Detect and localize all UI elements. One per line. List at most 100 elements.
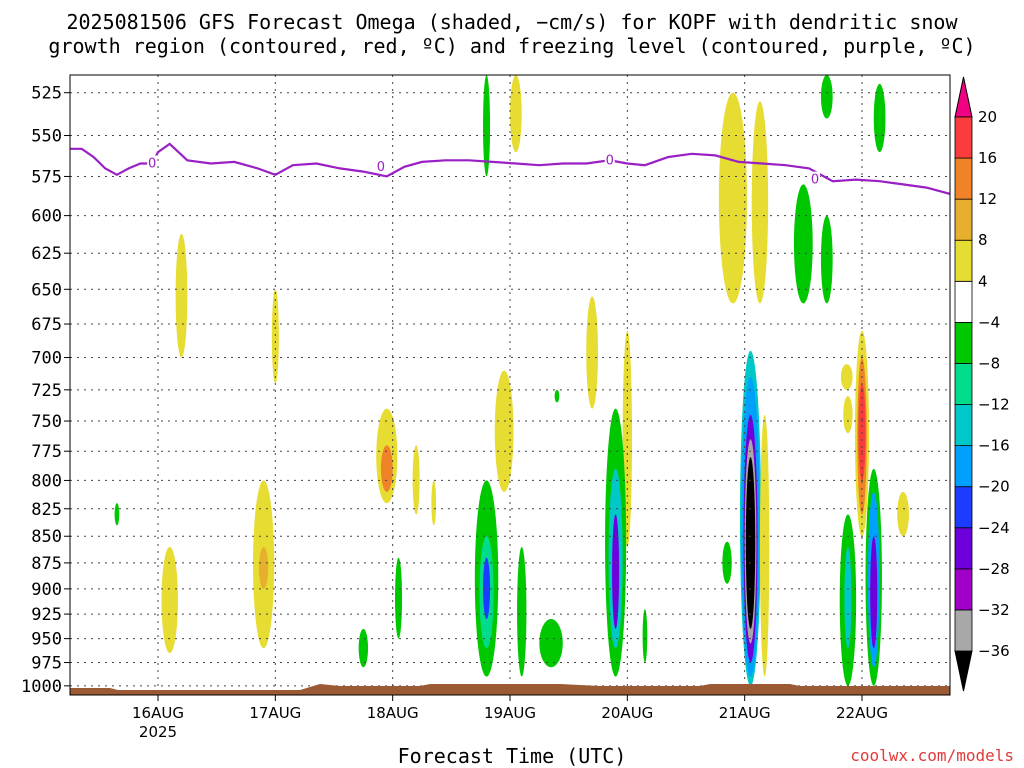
colorbar-bin-7 [954,363,973,405]
y-tick-label-675: 675 [31,315,62,335]
colorbar-label-13: −36 [978,642,1010,660]
colorbar-bin-10 [954,239,973,282]
omega-blob-25 [612,514,620,629]
colorbar-bin-8 [954,321,973,364]
omega-blob-42 [870,536,878,649]
omega-blob-39 [844,547,852,649]
colorbar-label-4: 4 [978,272,988,290]
omega-blob-50 [873,83,886,153]
y-tick-label-975: 975 [31,654,62,674]
omega-blob-47 [395,557,403,639]
omega-blob-1 [271,289,279,384]
chart-title-line-2: growth region (contoured, red, ºC) and f… [48,34,976,58]
omega-blob-0 [175,233,188,358]
colorbar-bottom-arrow [954,650,973,692]
chart-title: 2025081506 GFS Forecast Omega (shaded, −… [0,10,1024,58]
freezing-label-bg-3 [810,171,821,186]
omega-blob-37 [843,396,853,434]
omega-blob-20 [483,557,491,620]
y-tick-label-925: 925 [31,605,62,625]
colorbar-label-1: 16 [978,149,997,167]
y-tick-label-800: 800 [31,471,62,491]
x-tick-label-4: 20AUG [601,704,653,722]
omega-blob-11 [840,364,853,390]
omega-blob-21 [517,547,527,677]
y-tick-label-725: 725 [31,381,62,401]
x-tick-label-2: 18AUG [367,704,419,722]
colorbar-bin-5 [954,445,973,488]
omega-blob-14 [258,547,269,589]
omega-blob-4 [586,296,599,409]
x-axis-label: Forecast Time (UTC) [397,744,627,768]
freezing-label-bg-1 [375,158,386,173]
y-tick-label-700: 700 [31,349,62,369]
y-tick-label-625: 625 [31,244,62,264]
x-tick-label-6: 22AUG [836,704,888,722]
y-tick-label-600: 600 [31,207,62,227]
y-tick-label-775: 775 [31,442,62,462]
y-tick-label-825: 825 [31,500,62,520]
colorbar-bin-11 [954,198,973,241]
freezing-contour-label-2: 0 [606,153,614,168]
omega-blob-49 [114,503,120,526]
y-tick-label-750: 750 [31,412,62,432]
y-tick-label-575: 575 [31,167,62,187]
colorbar-label-3: 8 [978,231,988,249]
omega-blob-26 [642,609,648,663]
y-tick-label-650: 650 [31,280,62,300]
colorbar-label-12: −32 [978,601,1010,619]
y-tick-label-1000: 1000 [21,677,62,697]
omega-blob-17 [494,370,514,492]
colorbar-label-8: −16 [978,437,1010,455]
omega-blob-10 [820,75,833,119]
x-tick-sublabel-0: 2025 [139,723,177,741]
y-tick-label-550: 550 [31,127,62,147]
x-tick-label-0: 16AUG [132,704,184,722]
y-tick-label-850: 850 [31,527,62,547]
colorbar-label-0: 20 [978,108,997,126]
y-tick-label-525: 525 [31,84,62,104]
omega-blob-43 [897,491,909,537]
colorbar-label-5: −4 [978,313,1000,331]
colorbar-label-6: −8 [978,354,1000,372]
site-credit: coolwx.com/models [850,746,1014,765]
colorbar-bin-13 [954,116,973,159]
colorbar-bin-6 [954,404,973,447]
omega-blob-8 [793,184,813,304]
omega-blob-7 [751,101,769,304]
colorbar-bin-4 [954,486,973,529]
omega-blob-16 [380,445,393,492]
omega-blob-6 [718,92,748,304]
x-tick-label-1: 17AUG [249,704,301,722]
omega-blob-32 [759,414,770,677]
omega-blob-22 [539,619,563,668]
omega-blob-3 [483,75,491,177]
omega-blob-36 [858,383,866,481]
omega-blob-9 [820,215,833,304]
freezing-contour-label-3: 0 [811,173,819,188]
y-tick-label-900: 900 [31,580,62,600]
colorbar-label-9: −20 [978,478,1010,496]
y-tick-label-875: 875 [31,554,62,574]
freezing-contour-label-1: 0 [377,160,385,175]
colorbar-bin-9 [954,280,973,323]
colorbar-label-2: 12 [978,190,997,208]
freezing-label-bg-0 [147,155,158,170]
colorbar-bin-12 [954,157,973,200]
omega-blob-45 [431,480,437,526]
omega-blob-33 [722,541,732,584]
x-tick-label-3: 19AUG [484,704,536,722]
colorbar-bin-3 [954,527,973,570]
omega-blob-31 [745,457,756,629]
terrain-strip [70,684,950,695]
colorbar-bin-1 [954,609,973,652]
chart-title-line-1: 2025081506 GFS Forecast Omega (shaded, −… [66,10,958,34]
x-tick-label-5: 21AUG [719,704,771,722]
omega-blob-46 [358,628,369,668]
y-tick-label-950: 950 [31,630,62,650]
colorbar-top-arrow [954,76,973,118]
colorbar-bin-2 [954,568,973,611]
colorbar-label-7: −12 [978,396,1010,414]
colorbar-label-11: −28 [978,560,1010,578]
